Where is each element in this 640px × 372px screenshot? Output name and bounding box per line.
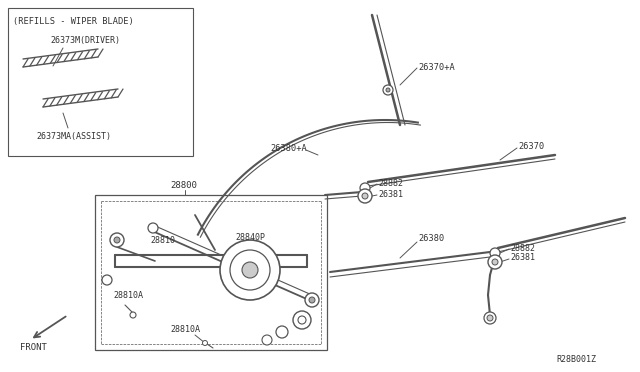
Text: 28882: 28882 <box>378 179 403 187</box>
Circle shape <box>102 275 112 285</box>
Circle shape <box>492 259 498 265</box>
Text: 28810A: 28810A <box>113 291 143 299</box>
Text: 28800: 28800 <box>170 180 197 189</box>
Circle shape <box>293 311 311 329</box>
Bar <box>8 8 193 156</box>
Circle shape <box>309 297 315 303</box>
Circle shape <box>110 233 124 247</box>
Text: 28840P: 28840P <box>235 232 265 241</box>
Circle shape <box>130 312 136 318</box>
Text: 26381: 26381 <box>510 253 535 263</box>
Text: 28882: 28882 <box>510 244 535 253</box>
Text: 26381: 26381 <box>378 189 403 199</box>
Circle shape <box>220 240 280 300</box>
Circle shape <box>383 85 393 95</box>
Text: FRONT: FRONT <box>20 343 47 353</box>
Bar <box>95 195 327 350</box>
Circle shape <box>386 88 390 92</box>
Circle shape <box>362 193 368 199</box>
Circle shape <box>114 237 120 243</box>
Text: 26380+A: 26380+A <box>270 144 307 153</box>
Circle shape <box>262 335 272 345</box>
Text: 26380: 26380 <box>418 234 444 243</box>
Circle shape <box>305 293 319 307</box>
Text: 28810A: 28810A <box>170 326 200 334</box>
Circle shape <box>360 183 370 193</box>
Circle shape <box>298 316 306 324</box>
Circle shape <box>230 250 270 290</box>
Text: 26370: 26370 <box>518 141 544 151</box>
Circle shape <box>484 312 496 324</box>
Text: 26373M(DRIVER): 26373M(DRIVER) <box>50 35 120 45</box>
Circle shape <box>488 255 502 269</box>
Circle shape <box>487 315 493 321</box>
Text: R28B001Z: R28B001Z <box>556 356 596 365</box>
Circle shape <box>276 326 288 338</box>
Text: 28810: 28810 <box>150 235 175 244</box>
Circle shape <box>490 248 500 258</box>
Text: 26370+A: 26370+A <box>418 62 455 71</box>
Circle shape <box>358 189 372 203</box>
Circle shape <box>242 262 258 278</box>
Circle shape <box>202 340 207 346</box>
Text: 26373MA(ASSIST): 26373MA(ASSIST) <box>36 131 111 141</box>
Circle shape <box>148 223 158 233</box>
Text: (REFILLS - WIPER BLADE): (REFILLS - WIPER BLADE) <box>13 16 134 26</box>
